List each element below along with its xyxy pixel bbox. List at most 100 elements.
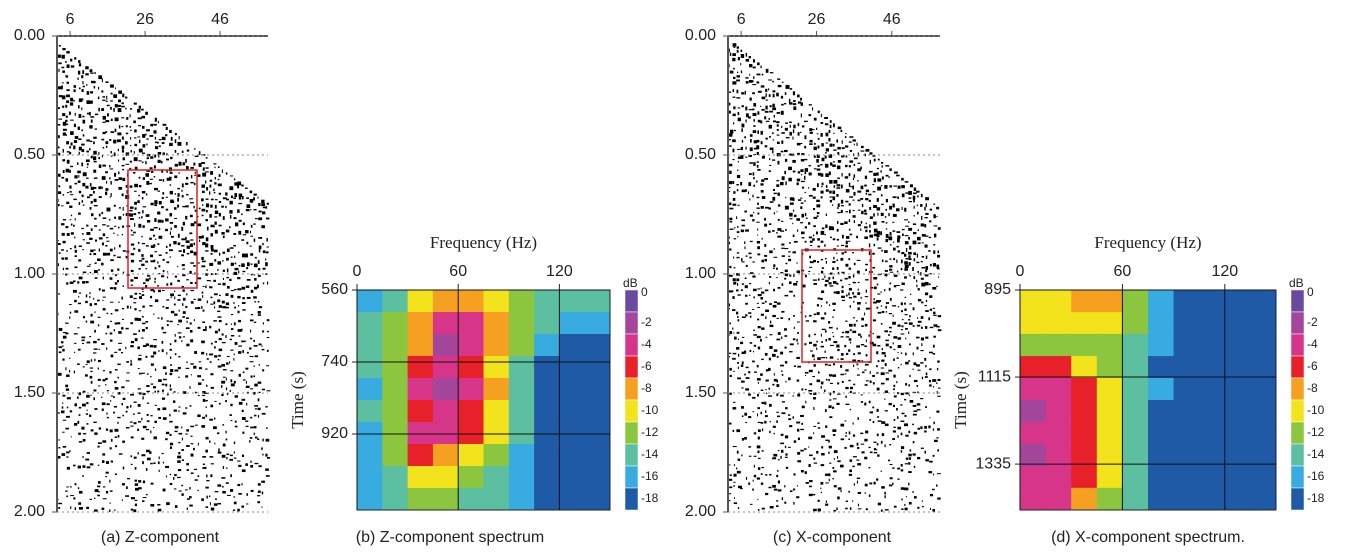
trace-dash	[780, 352, 783, 355]
trace-dash	[764, 402, 766, 405]
trace-dash	[179, 336, 181, 338]
trace-dash	[729, 145, 732, 146]
trace-dash	[126, 328, 129, 330]
trace-dash	[125, 108, 126, 110]
trace-dash	[97, 258, 101, 261]
trace-dash	[215, 205, 217, 209]
trace-dash	[267, 247, 269, 248]
trace-dash	[153, 386, 156, 388]
trace-dash	[211, 233, 213, 236]
trace-dash	[750, 147, 753, 151]
trace-dash	[929, 384, 931, 386]
trace-dash	[913, 223, 916, 225]
trace-dash	[741, 365, 743, 367]
trace-dash	[857, 447, 859, 449]
trace-dash	[179, 250, 182, 252]
trace-dash	[738, 354, 739, 357]
trace-dash	[773, 454, 777, 457]
trace-dash	[733, 89, 734, 92]
trace-dash	[802, 237, 805, 238]
trace-dash	[825, 152, 827, 153]
trace-dash	[785, 381, 786, 382]
trace-dash	[728, 290, 732, 292]
trace-dash	[800, 206, 802, 209]
trace-dash	[849, 165, 851, 167]
trace-dash	[762, 74, 764, 76]
trace-dash	[174, 207, 177, 210]
trace-dash	[114, 247, 115, 250]
trace-dash	[74, 237, 75, 239]
trace-dash	[213, 426, 217, 429]
trace-dash	[769, 388, 771, 390]
trace-dash	[741, 289, 743, 291]
trace-dash	[170, 213, 173, 216]
trace-dash	[203, 286, 205, 287]
spectrum-cell	[1225, 466, 1251, 488]
trace-dash	[893, 405, 895, 407]
trace-dash	[131, 270, 134, 272]
trace-dash	[166, 299, 169, 300]
trace-dash	[261, 481, 265, 483]
trace-dash	[828, 138, 830, 141]
trace-dash	[733, 446, 737, 447]
spectrum-cell	[357, 400, 383, 423]
trace-dash	[853, 178, 854, 180]
trace-dash	[729, 221, 732, 222]
trace-dash	[737, 316, 738, 318]
trace-dash	[890, 232, 892, 236]
trace-dash	[818, 165, 820, 167]
trace-dash	[904, 219, 908, 220]
trace-dash	[106, 146, 107, 148]
trace-dash	[139, 310, 142, 311]
trace-dash	[111, 193, 112, 197]
trace-dash	[91, 213, 94, 216]
trace-dash	[81, 129, 83, 131]
trace-dash	[886, 378, 889, 380]
trace-dash	[225, 307, 229, 308]
trace-dash	[834, 291, 837, 293]
trace-dash	[190, 405, 192, 406]
trace-dash	[81, 107, 82, 110]
spectrum-cell	[382, 444, 408, 467]
trace-dash	[785, 435, 788, 438]
trace-dash	[185, 183, 188, 185]
spectrum-cell	[484, 378, 510, 401]
trace-dash	[836, 253, 837, 254]
trace-dash	[74, 310, 78, 312]
trace-dash	[858, 492, 861, 494]
trace-dash	[201, 498, 204, 501]
trace-dash	[223, 369, 227, 370]
trace-dash	[266, 238, 267, 241]
trace-dash	[186, 327, 190, 329]
trace-dash	[105, 384, 106, 385]
trace-dash	[914, 466, 915, 468]
trace-dash	[788, 259, 791, 261]
trace-dash	[130, 207, 134, 209]
trace-dash	[753, 334, 757, 335]
trace-dash	[849, 469, 852, 472]
trace-dash	[753, 162, 755, 166]
trace-dash	[266, 218, 269, 220]
trace-dash	[864, 457, 867, 460]
trace-dash	[833, 434, 835, 436]
trace-dash	[227, 286, 230, 289]
trace-dash	[195, 171, 196, 173]
trace-dash	[73, 497, 75, 499]
trace-dash	[81, 340, 84, 342]
trace-dash	[738, 205, 740, 206]
trace-dash	[242, 455, 244, 457]
trace-dash	[229, 361, 230, 364]
trace-dash	[229, 210, 232, 214]
trace-dash	[790, 88, 792, 90]
trace-dash	[742, 438, 744, 441]
trace-dash	[921, 278, 924, 280]
trace-dash	[738, 161, 739, 163]
trace-dash	[121, 106, 125, 108]
trace-dash	[182, 493, 184, 496]
trace-dash	[218, 503, 222, 504]
trace-dash	[836, 345, 839, 348]
trace-dash	[231, 335, 234, 337]
trace-dash	[776, 500, 778, 501]
trace-dash	[790, 218, 793, 219]
trace-dash	[231, 383, 235, 386]
